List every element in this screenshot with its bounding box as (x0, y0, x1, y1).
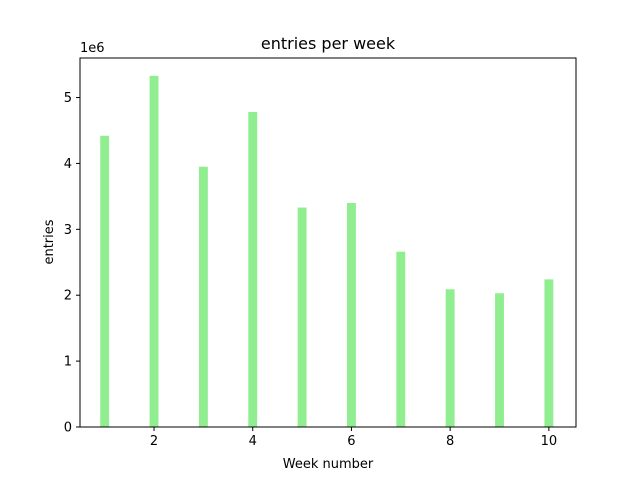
bar-week-3 (198, 166, 208, 428)
y-offset-label: 1e6 (80, 41, 105, 56)
x-tick-label: 2 (150, 434, 158, 449)
y-axis-label: entries (42, 219, 57, 264)
bar-week-5 (297, 207, 307, 427)
bar-week-10 (544, 279, 554, 427)
bar-week-9 (495, 293, 504, 427)
bar-week-6 (347, 202, 356, 427)
x-tick-label: 6 (347, 434, 355, 449)
y-tick-label: 2 (64, 289, 72, 304)
x-axis-label: Week number (283, 457, 374, 472)
x-tick-label: 10 (541, 434, 558, 449)
y-tick-label: 5 (64, 91, 72, 106)
plot-frame (79, 57, 577, 428)
bar-week-7 (396, 251, 406, 427)
y-tick-label: 1 (64, 355, 72, 370)
bar-week-2 (149, 75, 159, 427)
x-tick-label: 4 (249, 434, 257, 449)
bar-week-8 (445, 289, 455, 427)
y-axis-ticks: 0 1 2 3 4 5 (64, 91, 80, 436)
y-tick-label: 0 (64, 421, 72, 436)
x-axis-ticks: 2 4 6 8 10 (150, 427, 557, 449)
bar-week-1 (100, 135, 110, 427)
y-tick-label: 4 (64, 157, 72, 172)
y-tick-label: 3 (64, 223, 72, 238)
chart-title: entries per week (261, 34, 396, 53)
x-tick-label: 8 (446, 434, 454, 449)
bar-week-4 (248, 112, 258, 428)
bars-group (100, 75, 554, 428)
